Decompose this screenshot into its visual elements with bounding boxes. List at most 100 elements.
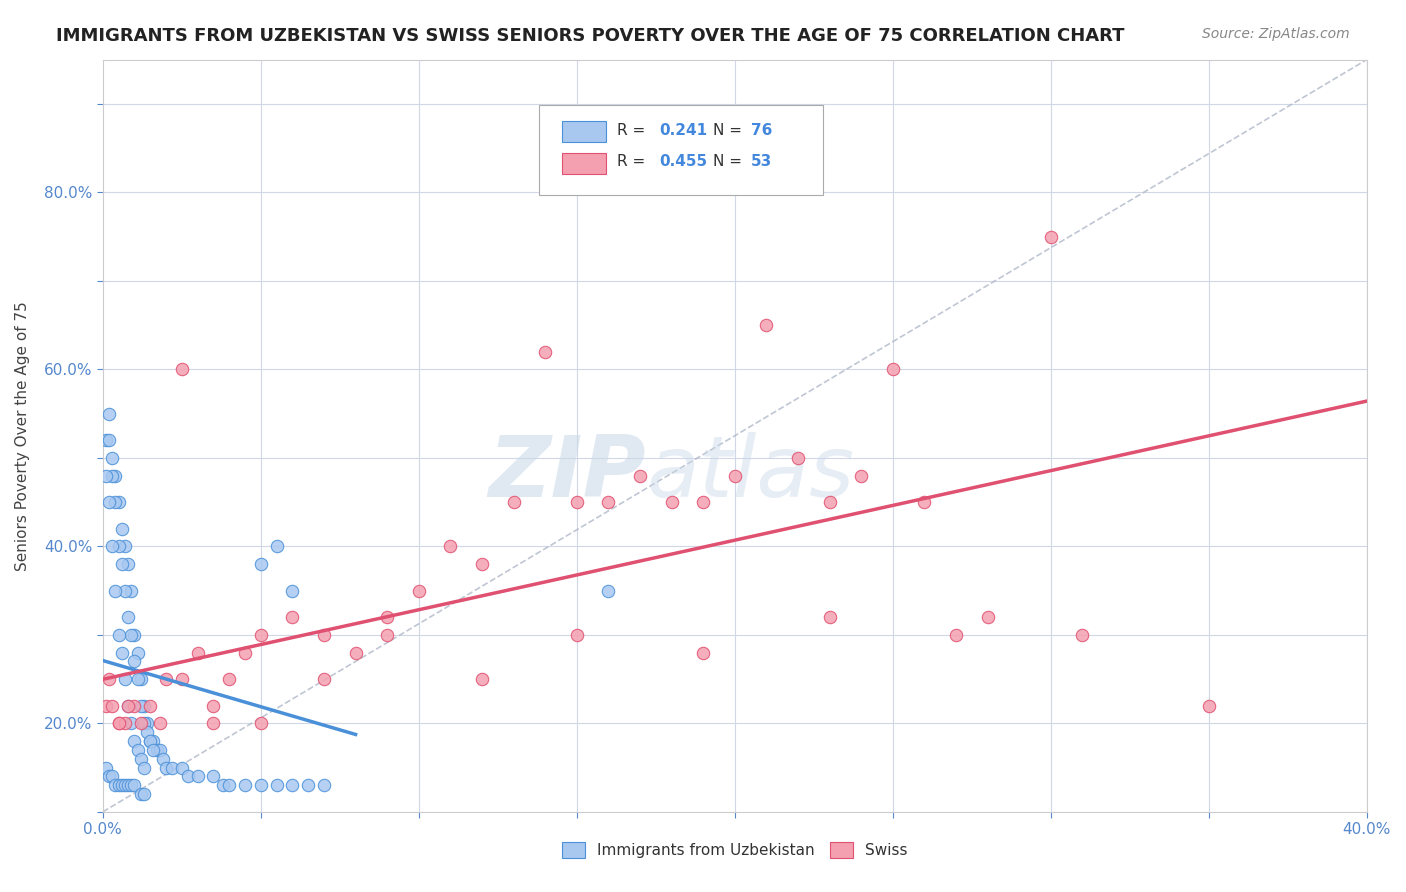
Point bbox=[976, 610, 998, 624]
Point bbox=[120, 716, 142, 731]
Point bbox=[98, 407, 121, 421]
Point bbox=[104, 778, 127, 792]
Point bbox=[139, 734, 162, 748]
Text: 76: 76 bbox=[751, 123, 773, 137]
Point bbox=[129, 698, 152, 713]
Point bbox=[114, 778, 136, 792]
Point bbox=[692, 646, 714, 660]
Point bbox=[266, 540, 288, 554]
Point bbox=[142, 743, 165, 757]
Text: N =: N = bbox=[713, 123, 747, 137]
Point bbox=[628, 468, 651, 483]
Point bbox=[202, 716, 225, 731]
Point bbox=[202, 698, 225, 713]
Point bbox=[136, 725, 159, 739]
Point bbox=[127, 743, 149, 757]
FancyBboxPatch shape bbox=[538, 104, 824, 195]
Point bbox=[124, 698, 146, 713]
Point bbox=[565, 495, 588, 509]
Point bbox=[124, 654, 146, 668]
Point bbox=[187, 646, 209, 660]
Point bbox=[912, 495, 935, 509]
Point bbox=[945, 628, 967, 642]
Point bbox=[1039, 229, 1062, 244]
Point bbox=[107, 778, 129, 792]
Point bbox=[598, 583, 620, 598]
Point bbox=[755, 318, 778, 332]
Point bbox=[129, 672, 152, 686]
Point bbox=[787, 450, 810, 465]
Point bbox=[375, 610, 398, 624]
Point bbox=[249, 716, 271, 731]
Point bbox=[1198, 698, 1220, 713]
Point bbox=[249, 778, 271, 792]
Text: R =: R = bbox=[617, 123, 651, 137]
Point bbox=[124, 628, 146, 642]
Point bbox=[129, 752, 152, 766]
Point bbox=[218, 778, 240, 792]
Point bbox=[111, 557, 134, 571]
Point bbox=[120, 583, 142, 598]
Point bbox=[117, 778, 139, 792]
Point bbox=[139, 698, 162, 713]
Point bbox=[471, 557, 494, 571]
Point bbox=[107, 716, 129, 731]
Point bbox=[98, 769, 121, 783]
Point bbox=[127, 672, 149, 686]
Point bbox=[149, 743, 172, 757]
Point bbox=[98, 433, 121, 447]
Point bbox=[129, 787, 152, 801]
Point bbox=[170, 362, 193, 376]
Point bbox=[124, 734, 146, 748]
Point bbox=[145, 743, 167, 757]
Point bbox=[117, 698, 139, 713]
Point bbox=[127, 646, 149, 660]
Text: 0.241: 0.241 bbox=[659, 123, 707, 137]
Point bbox=[202, 769, 225, 783]
Point bbox=[155, 761, 177, 775]
Point bbox=[101, 450, 124, 465]
Point bbox=[142, 734, 165, 748]
Point bbox=[132, 787, 155, 801]
Point bbox=[344, 646, 367, 660]
Y-axis label: Seniors Poverty Over the Age of 75: Seniors Poverty Over the Age of 75 bbox=[15, 301, 30, 571]
Point bbox=[107, 495, 129, 509]
Point bbox=[107, 540, 129, 554]
Point bbox=[408, 583, 430, 598]
FancyBboxPatch shape bbox=[561, 121, 606, 143]
Point bbox=[281, 583, 304, 598]
Point bbox=[297, 778, 319, 792]
Legend: Immigrants from Uzbekistan, Swiss: Immigrants from Uzbekistan, Swiss bbox=[555, 836, 914, 864]
Text: R =: R = bbox=[617, 154, 651, 169]
Text: atlas: atlas bbox=[647, 432, 855, 515]
Point bbox=[170, 672, 193, 686]
Point bbox=[114, 672, 136, 686]
Text: 0.455: 0.455 bbox=[659, 154, 707, 169]
Point bbox=[233, 646, 256, 660]
Point bbox=[598, 495, 620, 509]
Point bbox=[187, 769, 209, 783]
Point bbox=[162, 761, 184, 775]
Point bbox=[114, 583, 136, 598]
Point bbox=[281, 778, 304, 792]
Text: Source: ZipAtlas.com: Source: ZipAtlas.com bbox=[1202, 27, 1350, 41]
Point bbox=[534, 344, 557, 359]
Point bbox=[149, 716, 172, 731]
Point bbox=[266, 778, 288, 792]
Point bbox=[249, 557, 271, 571]
Point bbox=[94, 761, 117, 775]
Point bbox=[111, 646, 134, 660]
Point bbox=[94, 433, 117, 447]
Point bbox=[104, 583, 127, 598]
Point bbox=[375, 628, 398, 642]
Point bbox=[502, 495, 524, 509]
Point bbox=[94, 698, 117, 713]
Point bbox=[136, 716, 159, 731]
Point bbox=[661, 495, 683, 509]
Point bbox=[882, 362, 904, 376]
Point bbox=[170, 761, 193, 775]
Point bbox=[98, 495, 121, 509]
Point bbox=[1071, 628, 1094, 642]
Point bbox=[104, 495, 127, 509]
Point bbox=[120, 628, 142, 642]
